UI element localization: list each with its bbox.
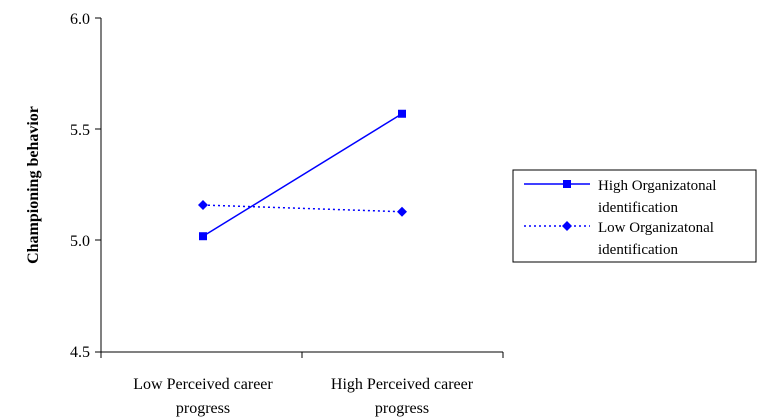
legend-high-marker (563, 180, 571, 188)
series-low-point-low-progress (198, 200, 208, 211)
legend-high-label-line1: High Organizatonal (598, 178, 716, 194)
series-low-point-high-progress (397, 206, 407, 217)
y-tick-label-5-5: 5.5 (70, 122, 90, 139)
x-axis: Low Perceived career progress High Perce… (100, 351, 504, 417)
legend-box (512, 169, 757, 263)
series-high-point-low-progress (199, 232, 207, 241)
legend-low-marker (562, 221, 572, 231)
legend-low-label-line2: identification (598, 242, 678, 258)
legend-low-label-line1: Low Organizatonal (598, 220, 714, 236)
y-axis-title: Championing behavior (25, 106, 42, 264)
y-tick-label-6-0: 6.0 (70, 11, 90, 28)
series-low-organizational-identification-line (202, 204, 403, 213)
y-tick-label-5-0: 5.0 (70, 233, 90, 250)
series-layer (198, 109, 407, 241)
y-axis: 6.0 5.5 5.0 4.5 (70, 11, 102, 361)
series-high-organizational-identification-line (202, 113, 403, 237)
legend: High Organizatonal identification Low Or… (512, 169, 757, 263)
x-tick-label-high-line2: progress (375, 400, 429, 417)
series-high-point-high-progress (398, 109, 406, 118)
y-tick-label-4-5: 4.5 (70, 344, 90, 361)
legend-high-label-line2: identification (598, 200, 678, 216)
x-tick-label-high-line1: High Perceived career (331, 376, 474, 393)
x-tick-label-low-line2: progress (176, 400, 230, 417)
x-tick-label-low-line1: Low Perceived career (133, 376, 273, 393)
